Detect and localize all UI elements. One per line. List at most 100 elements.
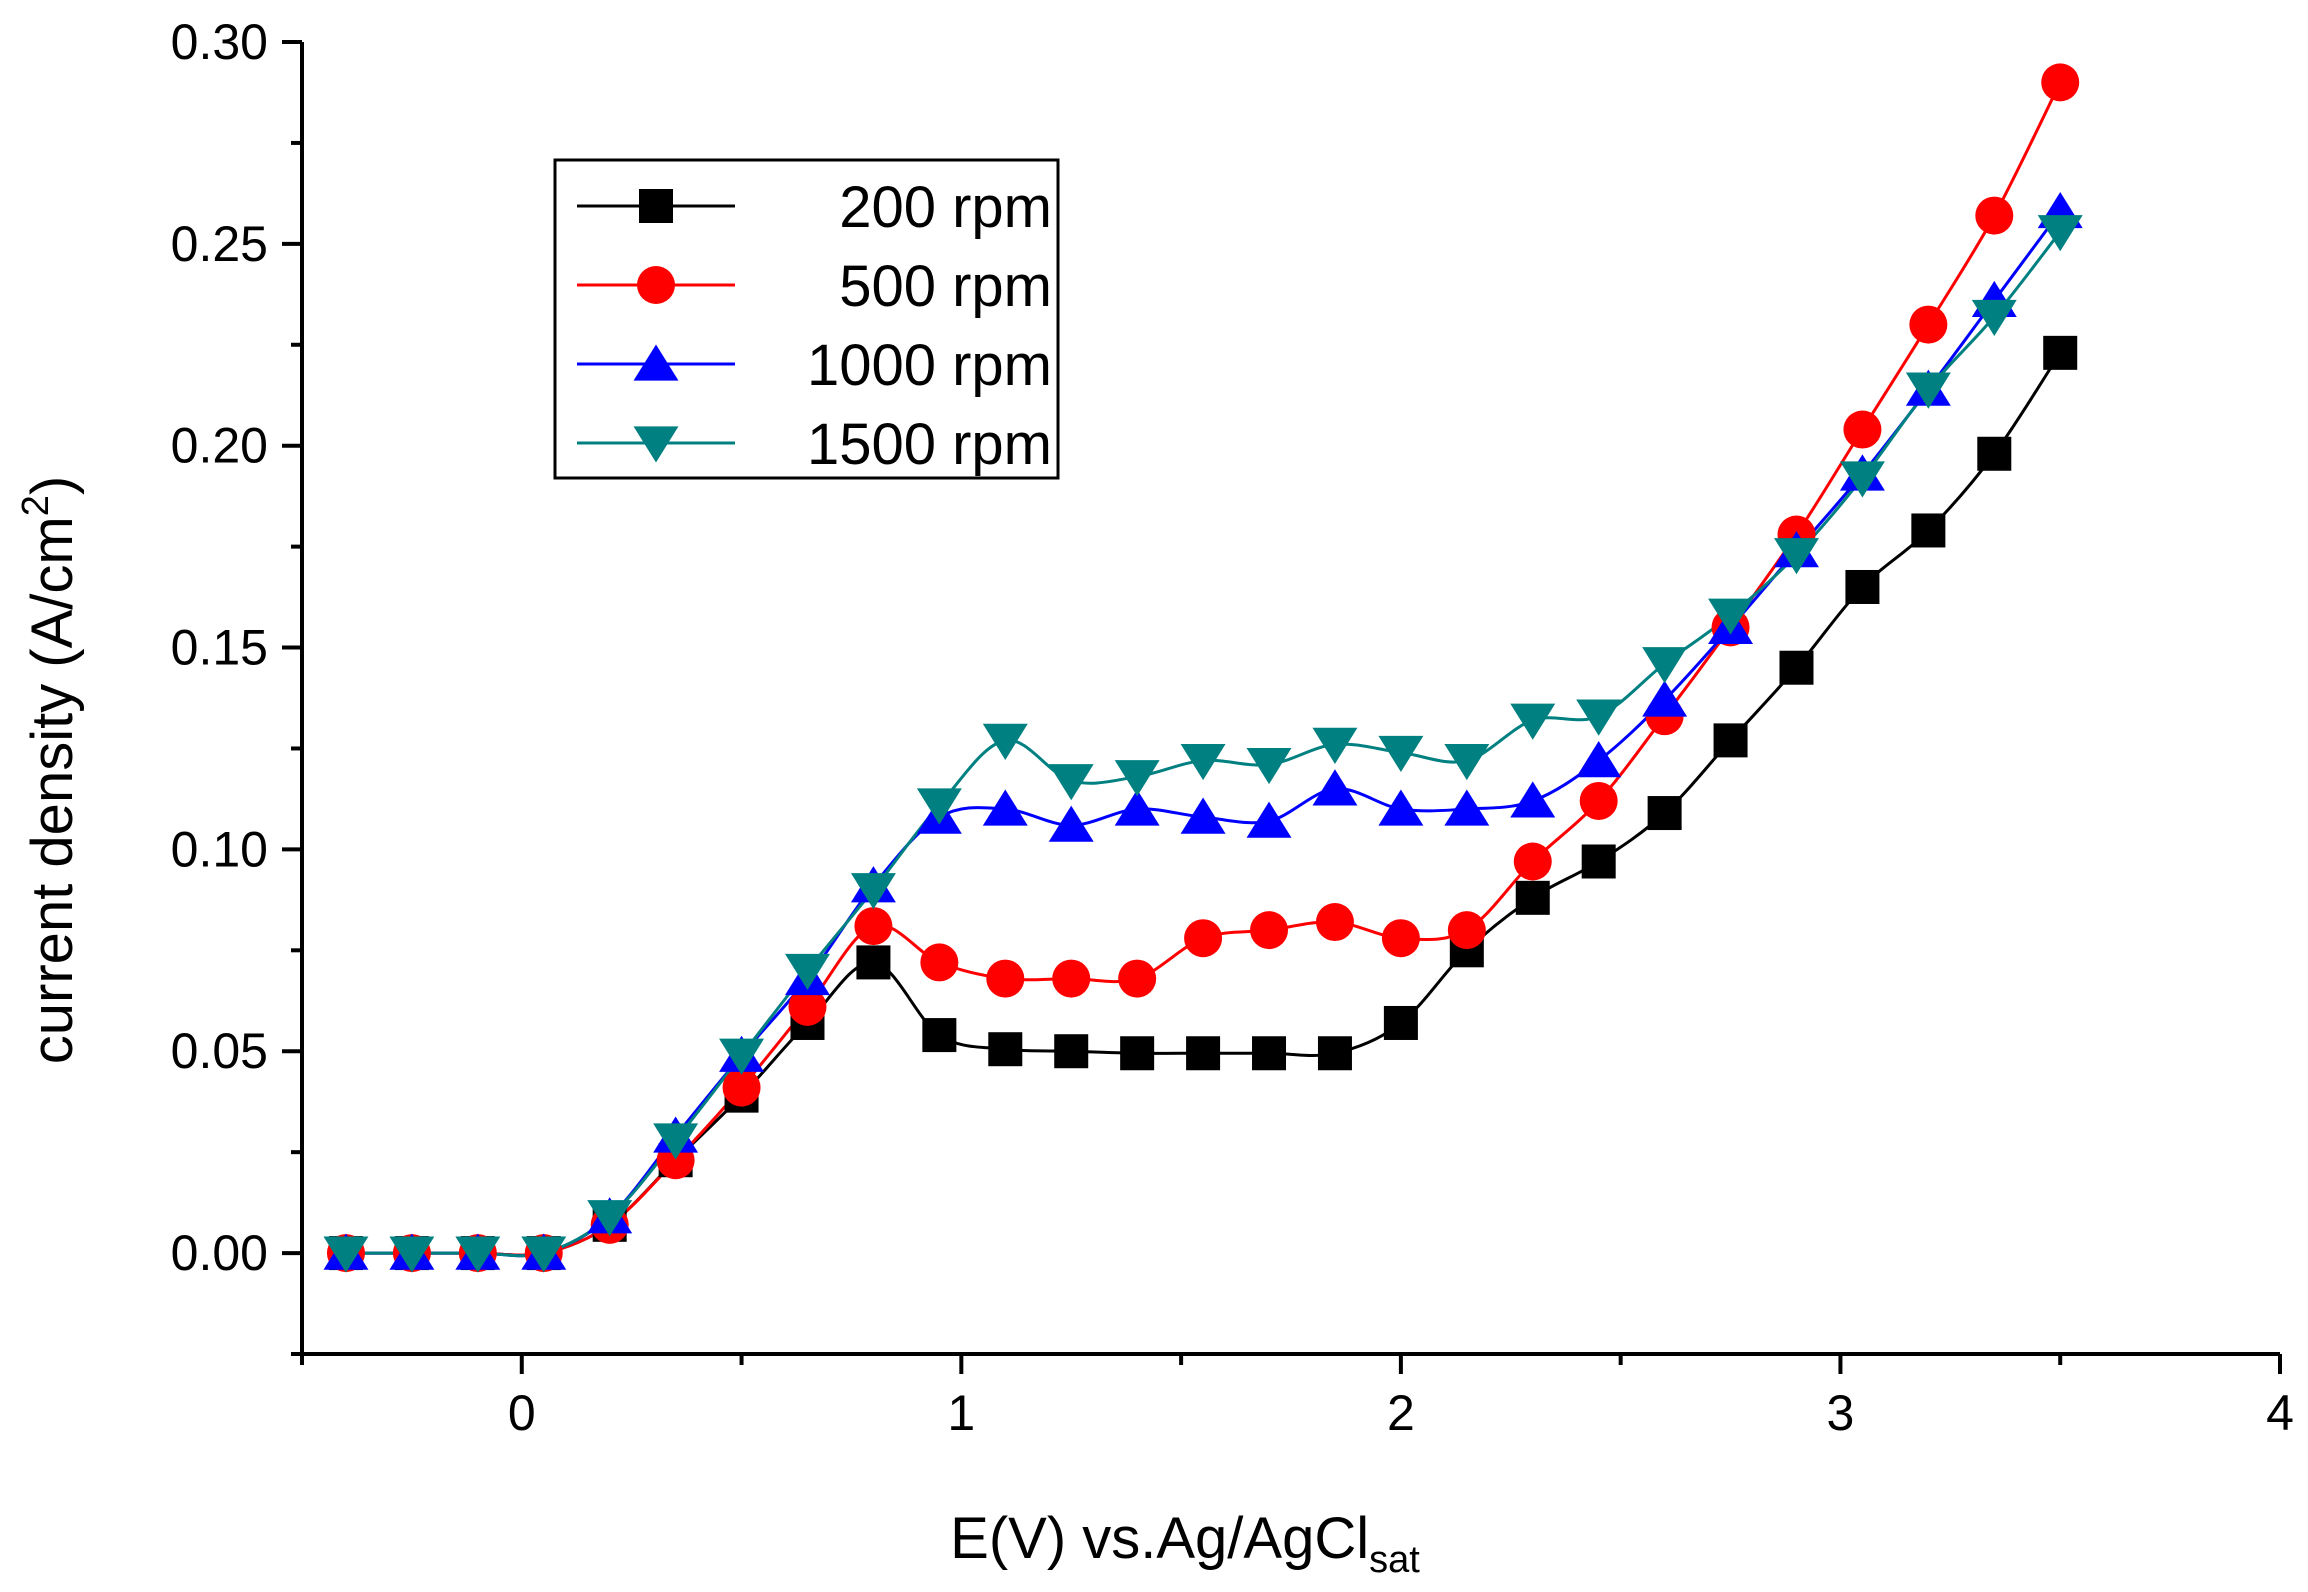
data-point xyxy=(1444,743,1490,781)
data-point xyxy=(1510,781,1556,818)
data-point xyxy=(1975,196,2014,235)
x-axis-title-subscript: sat xyxy=(1369,1539,1420,1581)
data-point xyxy=(1120,1036,1155,1071)
data-point xyxy=(785,953,830,991)
y-tick-label: 0.30 xyxy=(171,14,268,70)
data-point xyxy=(323,1236,369,1273)
data-point xyxy=(1977,436,2012,471)
data-point xyxy=(2037,215,2083,252)
y-tick-label: 0.25 xyxy=(171,216,268,272)
data-point xyxy=(1246,801,1292,838)
data-point xyxy=(1647,796,1682,831)
data-point xyxy=(1642,680,1688,717)
x-tick-label: 4 xyxy=(2266,1385,2294,1441)
series-markers-1 xyxy=(326,63,2080,1273)
y-tick-label: 0.15 xyxy=(171,620,268,676)
x-axis-title: E(V) vs.Ag/AgClsat xyxy=(950,1506,1420,1581)
data-point xyxy=(1118,959,1157,998)
data-point xyxy=(920,943,959,982)
data-point xyxy=(389,1236,435,1273)
data-point xyxy=(1513,842,1552,881)
data-point xyxy=(1048,805,1094,842)
data-point xyxy=(1383,1005,1418,1040)
data-point xyxy=(2041,63,2080,102)
data-point xyxy=(1312,727,1358,764)
legend-marker xyxy=(633,344,679,381)
data-point xyxy=(1317,1036,1352,1071)
data-point xyxy=(1579,781,1618,820)
legend-entry: 1000 rpm xyxy=(577,333,1052,398)
data-point xyxy=(1576,741,1622,778)
data-point xyxy=(916,788,962,825)
data-point xyxy=(1250,911,1289,950)
data-point xyxy=(1378,789,1424,826)
data-point xyxy=(1246,747,1292,785)
data-point xyxy=(856,945,891,980)
data-point xyxy=(1515,880,1550,915)
y-tick-label: 0.00 xyxy=(171,1225,268,1281)
legend-entry: 200 rpm xyxy=(577,175,1052,240)
data-point xyxy=(1971,299,2017,337)
data-point xyxy=(1779,650,1814,685)
data-point xyxy=(1052,959,1091,998)
x-tick-label: 2 xyxy=(1387,1385,1415,1441)
data-point xyxy=(1642,647,1688,684)
y-axis-title-end: ) xyxy=(20,476,85,495)
data-point xyxy=(455,1236,501,1273)
data-point xyxy=(988,1032,1023,1067)
data-point xyxy=(982,789,1028,826)
data-point xyxy=(1048,764,1094,801)
data-point xyxy=(1843,410,1882,449)
data-point xyxy=(854,907,893,946)
data-point xyxy=(653,1123,699,1160)
data-point xyxy=(1114,789,1160,826)
data-point xyxy=(1713,723,1748,758)
data-point xyxy=(986,959,1025,998)
y-tick-label: 0.20 xyxy=(171,418,268,474)
y-tick-label: 0.10 xyxy=(171,821,268,877)
data-point xyxy=(1774,538,1819,575)
legend-marker xyxy=(633,426,679,463)
data-point xyxy=(1315,903,1354,942)
legend-label: 200 rpm xyxy=(839,175,1052,240)
data-point xyxy=(850,873,896,910)
data-point xyxy=(587,1200,633,1237)
data-point xyxy=(1252,1036,1287,1071)
series-markers xyxy=(323,63,2083,1273)
data-point xyxy=(1054,1034,1089,1069)
data-point xyxy=(1180,797,1226,834)
y-axis-title: current density (A/cm2) xyxy=(15,476,85,1064)
series-markers-3 xyxy=(323,215,2083,1273)
data-point xyxy=(1114,760,1160,797)
legend-label: 1500 rpm xyxy=(807,412,1052,477)
data-point xyxy=(1180,743,1226,781)
legend-entry: 500 rpm xyxy=(577,254,1052,319)
legend-label: 1000 rpm xyxy=(807,333,1052,398)
x-tick-label: 1 xyxy=(947,1385,975,1441)
data-point xyxy=(1845,569,1880,604)
data-point xyxy=(1378,735,1424,773)
data-point xyxy=(922,1018,957,1053)
legend-box xyxy=(553,158,1060,480)
data-point xyxy=(1708,598,1754,635)
data-point xyxy=(1909,305,1948,344)
data-point xyxy=(1581,844,1616,879)
y-axis-title-superscript: 2 xyxy=(15,495,57,516)
x-tick-label: 0 xyxy=(508,1385,536,1441)
x-tick-label: 3 xyxy=(1827,1385,1855,1441)
series-line-1 xyxy=(346,81,2062,1257)
data-point xyxy=(1905,372,1951,409)
data-point xyxy=(521,1236,567,1273)
data-point xyxy=(1381,919,1420,958)
axes: 0 1 2 3 4 0.00 0.05 0.10 0.15 0.20 0.25 0.30 xyxy=(171,14,2294,1441)
legend: 200 rpm 500 rpm 1000 rpm 1500 rpm xyxy=(553,158,1060,480)
data-point xyxy=(1444,789,1490,826)
data-point xyxy=(1839,461,1885,498)
data-point xyxy=(1576,699,1622,736)
data-point xyxy=(1510,703,1556,740)
data-point xyxy=(719,1038,765,1075)
data-point xyxy=(722,1068,761,1107)
data-point xyxy=(2043,335,2078,370)
data-point xyxy=(1312,769,1358,806)
